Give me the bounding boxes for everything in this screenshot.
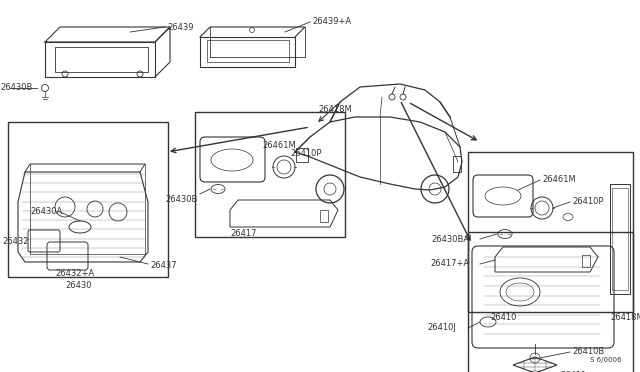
Text: 26430B: 26430B — [0, 83, 33, 93]
Bar — [468, 152, 633, 312]
Text: 26430B: 26430B — [166, 196, 198, 205]
Text: 26410: 26410 — [490, 314, 516, 323]
Bar — [296, 148, 308, 162]
Text: 26410P: 26410P — [290, 150, 321, 158]
Text: 26430A: 26430A — [30, 208, 62, 217]
Circle shape — [389, 94, 395, 100]
Text: 26437: 26437 — [150, 260, 177, 269]
Bar — [468, 232, 633, 372]
Text: 26418M: 26418M — [318, 105, 352, 113]
Text: 26430BA: 26430BA — [432, 234, 470, 244]
Text: 26411: 26411 — [560, 371, 586, 372]
Bar — [610, 184, 630, 294]
Text: 26439: 26439 — [167, 22, 193, 32]
Text: 26410P: 26410P — [572, 198, 604, 206]
Text: S 6/0006: S 6/0006 — [590, 357, 621, 363]
Bar — [8, 122, 168, 277]
Text: 26410B: 26410B — [572, 347, 604, 356]
Bar — [453, 156, 461, 172]
Bar — [195, 112, 345, 237]
Text: 26432+A: 26432+A — [55, 269, 94, 279]
Text: 26417: 26417 — [230, 230, 257, 238]
Text: 26439+A: 26439+A — [312, 17, 351, 26]
Text: 26418M: 26418M — [610, 314, 640, 323]
Circle shape — [400, 94, 406, 100]
Text: 26417+A: 26417+A — [431, 260, 470, 269]
Bar — [582, 255, 590, 267]
Text: 26461M: 26461M — [262, 141, 296, 151]
Bar — [320, 210, 328, 222]
Text: 26432: 26432 — [2, 237, 29, 246]
Text: 26461M: 26461M — [542, 176, 576, 185]
Text: 26410J: 26410J — [427, 324, 456, 333]
Text: 26430: 26430 — [65, 280, 92, 289]
Bar — [612, 188, 628, 290]
